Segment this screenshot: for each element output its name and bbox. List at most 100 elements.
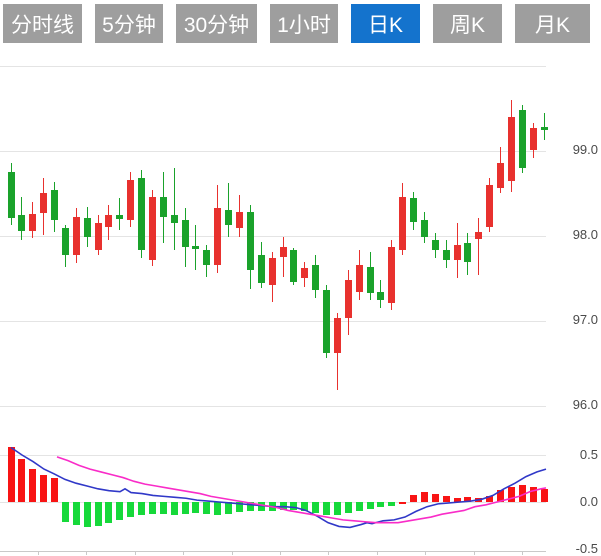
candle-body <box>203 249 211 265</box>
x-axis-tick <box>328 551 329 555</box>
macd-bar <box>18 458 26 502</box>
price-tick-label: 97.0 <box>572 312 598 327</box>
macd-bar <box>464 497 472 502</box>
macd-bar <box>257 502 265 512</box>
macd-bar <box>344 502 352 514</box>
gridline-macd-0.5 <box>0 455 546 456</box>
macd-bar <box>399 502 407 504</box>
candle-body <box>279 247 287 258</box>
price-tick-label: 96.0 <box>572 397 598 412</box>
macd-bar <box>497 489 505 502</box>
x-axis-tick <box>135 551 136 555</box>
macd-bar <box>192 502 200 514</box>
candle-body <box>40 192 48 214</box>
macd-bar <box>246 502 254 512</box>
x-axis-tick <box>232 551 233 555</box>
x-axis-tick <box>280 551 281 555</box>
candle-body <box>72 217 80 255</box>
macd-bar <box>442 496 450 502</box>
candle-body <box>486 185 494 227</box>
candle-body <box>497 162 505 189</box>
macd-tick-label: 0.0 <box>579 494 598 509</box>
macd-bar <box>7 447 15 502</box>
macd-bar <box>355 502 363 512</box>
macd-tick-label: 0.5 <box>579 447 598 462</box>
macd-bar <box>83 502 91 528</box>
x-axis-tick <box>183 551 184 555</box>
candle-body <box>453 245 461 260</box>
candle-body <box>388 247 396 304</box>
candle-body <box>268 258 276 286</box>
macd-bar <box>453 498 461 502</box>
candle-body <box>148 196 156 260</box>
candle-body <box>61 228 69 255</box>
macd-bar <box>420 491 428 502</box>
candle-body <box>410 197 418 223</box>
price-tick-label: 98.0 <box>572 227 598 242</box>
x-axis-tick <box>38 551 39 555</box>
price-tick-label: 99.0 <box>572 142 598 157</box>
candle-body <box>431 240 439 250</box>
macd-bar <box>138 502 146 516</box>
macd-bar <box>366 502 374 509</box>
tab-monthly-k[interactable]: 月K <box>515 4 590 43</box>
candle-body <box>301 268 309 278</box>
macd-bar <box>518 485 526 502</box>
candle-body <box>420 219 428 237</box>
candle-body <box>257 254 265 283</box>
tab-daily-k[interactable]: 日K <box>351 4 420 43</box>
x-axis-tick <box>86 551 87 555</box>
macd-bar <box>431 493 439 502</box>
macd-lines <box>10 446 547 529</box>
tab-30min[interactable]: 30分钟 <box>176 4 257 43</box>
candle-body <box>18 214 26 231</box>
macd-bar <box>127 502 135 518</box>
macd-bar <box>116 502 124 520</box>
macd-bar <box>290 502 298 511</box>
candle-body <box>83 218 91 237</box>
candle-body <box>323 290 331 354</box>
candle-body <box>7 172 15 219</box>
macd-bar <box>105 502 113 523</box>
candle-body <box>507 117 515 181</box>
macd-bar <box>529 486 537 502</box>
macd-bar <box>410 495 418 502</box>
macd-bar <box>225 502 233 515</box>
macd-bar <box>540 488 548 502</box>
candle-body <box>181 219 189 248</box>
macd-bar <box>323 502 331 516</box>
dif-line <box>10 446 547 529</box>
gridline-price-98 <box>0 236 546 237</box>
macd-bar <box>61 502 69 522</box>
macd-bar <box>170 502 178 516</box>
candle-body <box>540 127 548 130</box>
macd-bar <box>72 502 80 525</box>
macd-bar <box>51 477 59 502</box>
x-axis-tick <box>474 551 475 555</box>
candle-body <box>192 246 200 249</box>
macd-bar <box>377 502 385 507</box>
candle-wick <box>478 218 480 276</box>
candle-wick <box>173 168 175 250</box>
macd-bar <box>507 486 515 502</box>
candle-body <box>51 190 59 220</box>
tab-5min[interactable]: 5分钟 <box>95 4 163 43</box>
x-axis-tick <box>522 551 523 555</box>
candle-body <box>518 110 526 168</box>
tab-minute-line[interactable]: 分时线 <box>3 4 82 43</box>
tab-1hour[interactable]: 1小时 <box>270 4 338 43</box>
candle-body <box>116 214 124 219</box>
candle-body <box>138 178 146 250</box>
gridline-price-99 <box>0 151 546 152</box>
macd-bar <box>301 502 309 512</box>
macd-bar <box>159 502 167 515</box>
tab-weekly-k[interactable]: 周K <box>433 4 502 43</box>
candle-body <box>475 231 483 240</box>
macd-bar <box>235 502 243 513</box>
candle-body <box>344 280 352 318</box>
macd-bar <box>29 469 37 502</box>
candle-body <box>94 223 102 250</box>
candle-body <box>214 207 222 265</box>
candle-body <box>225 209 233 225</box>
